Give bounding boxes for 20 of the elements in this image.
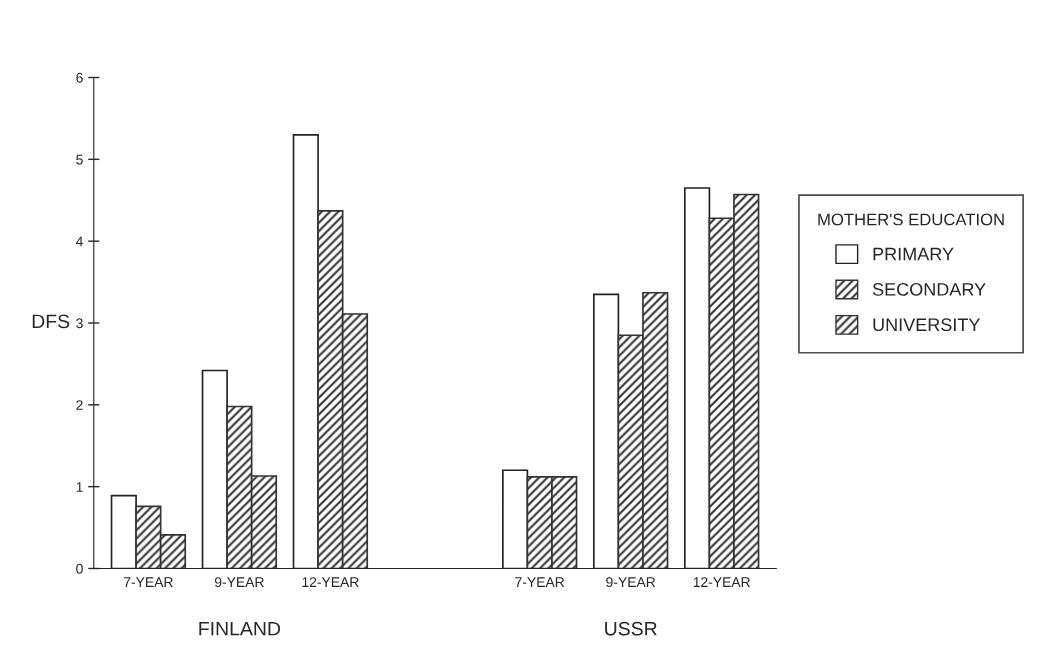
- y-tick-label: 5: [76, 154, 83, 165]
- y-tick-label: 0: [76, 563, 83, 574]
- y-tick-label: 1: [76, 482, 83, 492]
- y-tick-label: 3: [76, 318, 83, 329]
- x-tick-label: 7-YEAR: [124, 577, 173, 587]
- y-tick-label: 4: [75, 236, 83, 247]
- legend-label: PRIMARY: [873, 247, 954, 261]
- text: USSR: [605, 621, 657, 636]
- x-tick-label: 12-YEAR: [302, 577, 359, 587]
- y-tick-label: 2: [76, 400, 83, 410]
- x-tick-label: 12-YEAR: [693, 577, 750, 587]
- x-tick-label: 9-YEAR: [214, 577, 264, 588]
- legend-title: MOTHER'S EDUCATION: [818, 213, 1004, 226]
- x-tick-label: 9-YEAR: [606, 577, 656, 588]
- y-tick-label: 6: [76, 72, 83, 83]
- x-tick-label: 7-YEAR: [515, 577, 565, 587]
- legend-label: SECONDARY: [872, 282, 986, 296]
- legend-label: UNIVERSITY: [873, 318, 981, 332]
- text: FINLAND: [199, 621, 281, 636]
- y-axis-title: DFS: [32, 314, 70, 329]
